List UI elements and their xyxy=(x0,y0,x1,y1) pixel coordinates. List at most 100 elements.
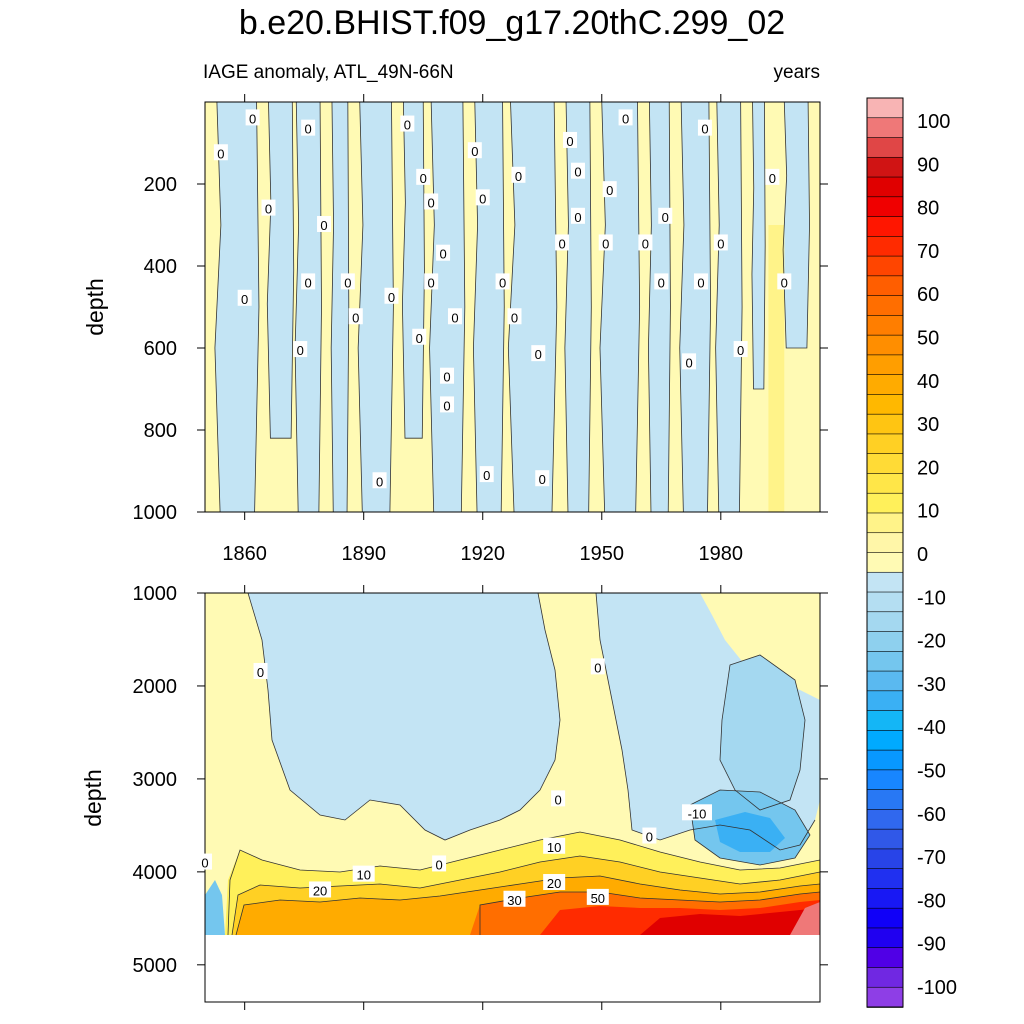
contour-label-box xyxy=(555,234,570,251)
contour-label-box xyxy=(697,119,712,136)
contour-label: 0 xyxy=(443,398,450,413)
upper-zero-contour xyxy=(751,102,766,390)
colorbar-swatch xyxy=(866,295,904,317)
contour-label: 0 xyxy=(499,275,506,290)
colorbar-label: 10 xyxy=(917,501,939,523)
lower-y-tick-label: 4000 xyxy=(133,862,178,884)
lower-panel: 1000 2000 3000 4000 5000 0 0 0 0 0 0 -10 10 10 20 20 30… xyxy=(80,583,828,1010)
contour-label: 0 xyxy=(701,122,708,137)
contour-label: 0 xyxy=(201,856,208,871)
contour-label-box xyxy=(384,287,399,304)
colorbar-swatch xyxy=(866,433,904,455)
upper-y-tick-label: 1000 xyxy=(133,502,178,524)
contour-label: 20 xyxy=(547,876,561,891)
contour-label-box xyxy=(551,790,566,807)
contour-label: 0 xyxy=(574,165,581,180)
contour-label: 0 xyxy=(511,310,518,325)
colorbar-swatch xyxy=(866,571,904,593)
lower-y-tick-label: 2000 xyxy=(133,676,178,698)
contour-label-box xyxy=(253,663,268,680)
colorbar-label: -40 xyxy=(917,717,946,739)
colorbar-swatch xyxy=(866,492,904,514)
colorbar-swatch xyxy=(866,828,904,850)
contour-label: 0 xyxy=(539,472,546,487)
colorbar-label: 30 xyxy=(917,414,939,436)
contour-label-box xyxy=(543,837,566,854)
lower-layer-edge-high xyxy=(790,902,820,935)
colorbar-swatch xyxy=(866,354,904,376)
colorbar-label: 70 xyxy=(917,241,939,263)
colorbar-label: -60 xyxy=(917,804,946,826)
contour-label: 30 xyxy=(507,893,521,908)
upper-axis-ticks: 1860 1890 1920 1950 1980 200 400 600 800 1000 xyxy=(133,94,828,565)
contour-label: 0 xyxy=(404,118,411,133)
contour-label-box xyxy=(424,273,439,290)
colorbar-swatch xyxy=(866,394,904,415)
contour-label-box xyxy=(479,466,494,483)
contour-label: 0 xyxy=(257,665,264,680)
colorbar-swatch xyxy=(866,591,904,613)
upper-zero-contour xyxy=(507,102,558,512)
contour-label: 0 xyxy=(376,474,383,489)
upper-y-tick-label: 800 xyxy=(144,420,177,442)
contour-label-box xyxy=(301,119,316,136)
contour-label: 20 xyxy=(313,883,327,898)
colorbar-swatch xyxy=(866,413,904,435)
colorbar-swatch xyxy=(866,947,904,969)
contour-label-box xyxy=(765,168,780,185)
contour-label-box xyxy=(590,658,605,675)
upper-negative-band xyxy=(599,102,640,512)
contour-label-box xyxy=(531,345,546,362)
contour-label-box xyxy=(535,470,550,487)
lower-y-tick-label: 1000 xyxy=(133,583,178,605)
upper-negative-band xyxy=(715,102,743,512)
contour-label: 0 xyxy=(443,370,450,385)
upper-zero-contour xyxy=(294,102,322,512)
upper-x-tick-label: 1860 xyxy=(222,543,267,565)
colorbar-frame xyxy=(866,97,904,1008)
contour-label: 0 xyxy=(594,660,601,675)
contour-label: 0 xyxy=(217,146,224,161)
contour-label-box xyxy=(440,396,455,413)
contour-label: 0 xyxy=(439,247,446,262)
contour-label: 0 xyxy=(435,857,442,872)
colorbar-swatch xyxy=(866,749,904,771)
upper-x-tick-label: 1890 xyxy=(341,543,386,565)
contour-label: 0 xyxy=(320,218,327,233)
colorbar-swatch xyxy=(866,730,904,751)
contour-label: 0 xyxy=(451,310,458,325)
contour-label: 0 xyxy=(642,236,649,251)
upper-negative-band xyxy=(214,102,259,512)
colorbar-swatch xyxy=(866,137,904,159)
colorbar-swatch xyxy=(866,334,904,356)
upper-x-tick-label: 1920 xyxy=(460,543,505,565)
colorbar-swatch xyxy=(866,809,904,830)
contour-label: 0 xyxy=(515,169,522,184)
colorbar-swatch xyxy=(866,868,904,890)
contour-label-box xyxy=(563,131,578,148)
contour-label: 0 xyxy=(265,202,272,217)
contour-label: 0 xyxy=(781,275,788,290)
colorbar-label: -30 xyxy=(917,674,946,696)
upper-y-tick-label: 200 xyxy=(144,174,177,196)
upper-negative-band xyxy=(331,102,349,512)
colorbar-swatch xyxy=(866,670,904,692)
contour-label-box xyxy=(467,142,482,159)
contour-label: 0 xyxy=(769,171,776,186)
contour-label: 10 xyxy=(356,868,370,883)
colorbar-swatch xyxy=(866,512,904,534)
colorbar: 1009080706050403020100-10-20-30-40-50-60… xyxy=(866,97,957,1008)
contour-label-box xyxy=(570,162,585,179)
lower-y-tick-label: 3000 xyxy=(133,769,178,791)
contour-label: 50 xyxy=(591,891,605,906)
contour-label-box xyxy=(416,168,431,185)
colorbar-swatch xyxy=(866,255,904,277)
colorbar-swatch xyxy=(866,769,904,791)
colorbar-swatch xyxy=(866,315,904,336)
contour-label-box xyxy=(424,193,439,210)
upper-zero-contour xyxy=(266,102,295,439)
colorbar-label: -100 xyxy=(917,977,957,999)
contour-label-box xyxy=(372,472,387,489)
contour-label: 0 xyxy=(471,144,478,159)
